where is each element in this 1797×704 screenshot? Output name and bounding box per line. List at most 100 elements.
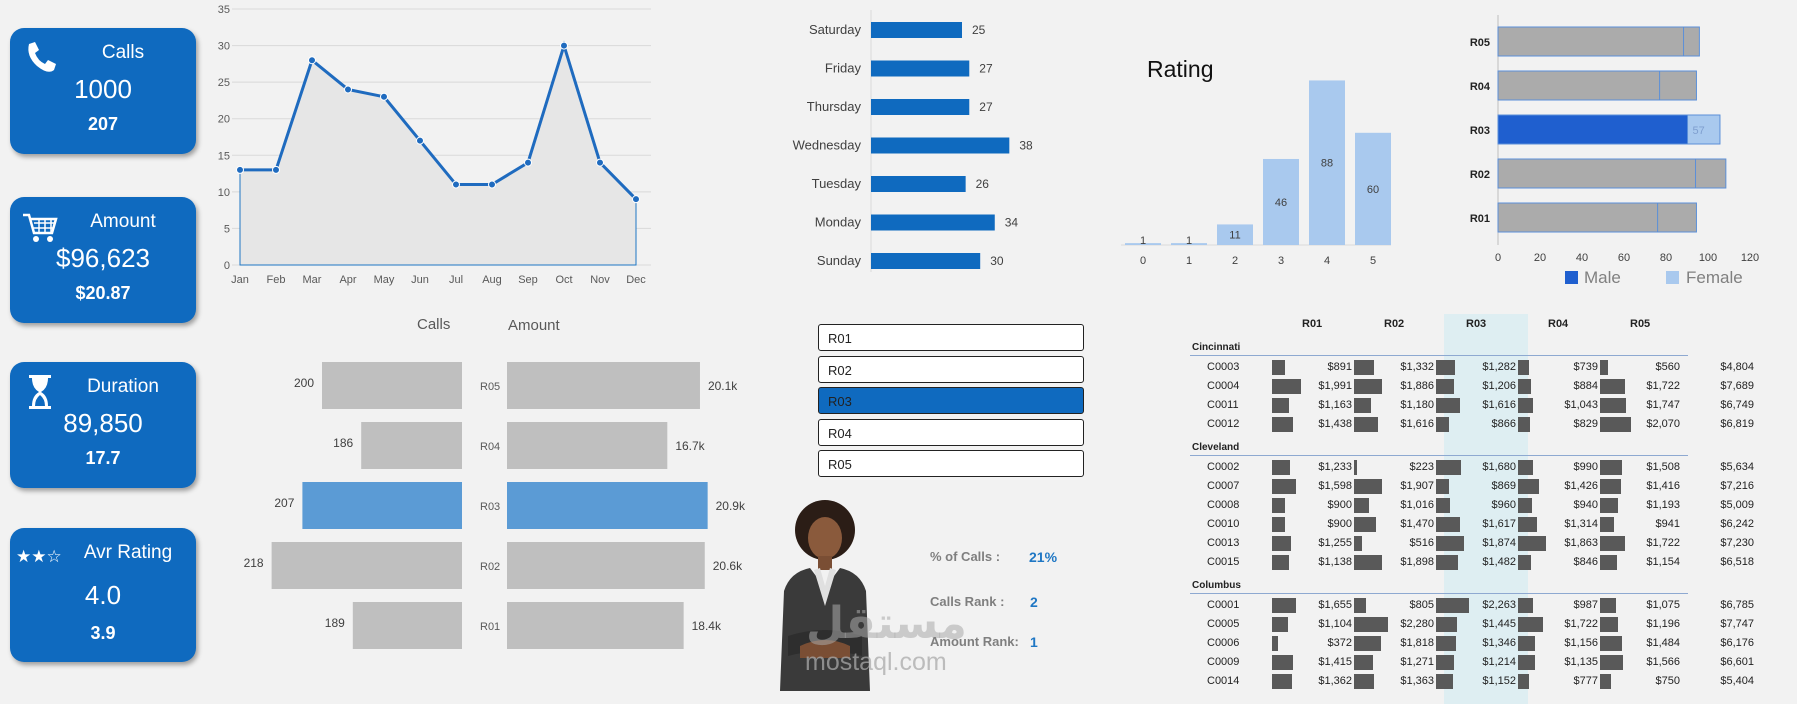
kpi-subvalue: 207: [87, 114, 119, 134]
column-header: R04: [1548, 318, 1569, 330]
data-label: 30: [990, 254, 1004, 268]
cell-bar: [1354, 555, 1383, 570]
data-label: 26: [976, 177, 990, 191]
table-cell: $2,280: [1400, 618, 1434, 630]
cell-bar: [1354, 517, 1376, 532]
row-total: $6,518: [1720, 556, 1754, 568]
row-total: $6,601: [1720, 656, 1754, 668]
calls-rank-value: 2: [1030, 594, 1038, 610]
city-header: Cincinnati: [1192, 342, 1241, 353]
bar: [507, 422, 668, 469]
table-cell: $1,363: [1400, 675, 1434, 687]
table-cell: $1,617: [1482, 518, 1516, 530]
table-cell: $846: [1573, 556, 1598, 568]
rep-item-r05[interactable]: R05: [818, 450, 1084, 477]
rep-item-label: R01: [828, 331, 852, 346]
data-label: 20.9k: [716, 499, 746, 513]
x-tick-label: 100: [1699, 252, 1717, 264]
table-cell: $805: [1409, 599, 1434, 611]
table-cell: $1,482: [1482, 556, 1516, 568]
city-divider: [1190, 455, 1688, 456]
cell-bar: [1518, 479, 1540, 494]
cell-bar: [1600, 498, 1618, 513]
data-point: [308, 56, 316, 65]
rep-item-r01[interactable]: R01: [818, 324, 1084, 351]
x-tick-label: Feb: [267, 274, 286, 286]
table-cell: $1,426: [1564, 480, 1598, 492]
data-point: [272, 165, 280, 174]
table-cell: $891: [1327, 361, 1352, 373]
male-bar: [1497, 202, 1659, 233]
bar: [322, 362, 462, 409]
y-tick-label: 10: [218, 187, 230, 199]
cell-bar: [1272, 636, 1278, 651]
cell-bar: [1518, 598, 1533, 613]
table-cell: $900: [1327, 499, 1352, 511]
cell-bar: [1272, 617, 1289, 632]
cell-bar: [1272, 498, 1286, 513]
city-divider: [1190, 355, 1688, 356]
y-tick-label: 25: [218, 77, 230, 89]
data-label: 57: [1693, 125, 1705, 137]
data-point: [488, 180, 496, 189]
x-tick-label: Sep: [518, 274, 538, 286]
gender-by-rep-chart: R05 R04 R03 57 R02 R01 0 20 40 60 80 100 120 Male Fema…: [1470, 15, 1759, 287]
category-label: R02: [1470, 169, 1490, 181]
table-cell: $1,043: [1564, 399, 1598, 411]
table-cell: $866: [1491, 418, 1516, 430]
legend-label: Female: [1686, 268, 1743, 287]
table-cell: $1,135: [1564, 656, 1598, 668]
data-label: 25: [972, 23, 986, 37]
rep-item-r03[interactable]: R03: [818, 387, 1084, 414]
x-tick-label: Jan: [231, 274, 249, 286]
row-total: $6,749: [1720, 399, 1754, 411]
cell-bar: [1436, 517, 1460, 532]
city-header: Columbus: [1192, 580, 1241, 591]
cell-bar: [1436, 655, 1454, 670]
cell-bar: [1518, 517, 1538, 532]
table-cell: $1,271: [1400, 656, 1434, 668]
x-tick-label: Apr: [339, 274, 356, 286]
data-label: 18.4k: [692, 619, 722, 633]
calls-rank-label: Calls Rank :: [930, 594, 1005, 609]
customer-id: C0012: [1207, 418, 1240, 430]
category-label: R04: [1470, 81, 1491, 93]
cell-bar: [1354, 674, 1375, 689]
data-label: 207: [274, 496, 294, 510]
cell-bar: [1272, 417, 1294, 432]
rep-item-r02[interactable]: R02: [818, 355, 1084, 383]
data-label: 1: [1186, 235, 1192, 247]
customer-id: C0004: [1207, 380, 1240, 392]
bar: [871, 60, 970, 77]
agent-photo: [780, 500, 870, 691]
category-label: Sunday: [817, 253, 862, 268]
cell-bar: [1354, 498, 1370, 513]
bar: [1309, 80, 1345, 245]
cell-bar: [1436, 460, 1461, 475]
table-cell: $560: [1655, 361, 1680, 373]
table-cell: $1,874: [1482, 537, 1516, 549]
cell-bar: [1600, 598, 1616, 613]
table-cell: $1,445: [1482, 618, 1516, 630]
cell-bar: [1272, 555, 1289, 570]
bar: [507, 362, 700, 409]
cell-bar: [1354, 598, 1366, 613]
table-cell: $1,075: [1646, 599, 1680, 611]
kpi-label: Avr Rating: [83, 542, 173, 563]
cell-bar: [1518, 417, 1531, 432]
watermark-text: mostaql.com: [805, 648, 947, 676]
data-point: [380, 92, 388, 101]
cell-bar: [1272, 479, 1296, 494]
cell-bar: [1354, 360, 1374, 375]
x-tick-label: 40: [1576, 252, 1588, 264]
table-cell: $1,154: [1646, 556, 1680, 568]
table-cell: $1,818: [1400, 637, 1434, 649]
cell-bar: [1436, 360, 1455, 375]
table-cell: $1,722: [1646, 537, 1680, 549]
customer-id: C0008: [1207, 499, 1240, 511]
row-total: $7,747: [1720, 618, 1754, 630]
rep-item-r04[interactable]: R04: [818, 418, 1084, 446]
x-tick-label: May: [374, 274, 395, 286]
category-label: R01: [480, 621, 500, 633]
data-label: 34: [1005, 216, 1019, 230]
